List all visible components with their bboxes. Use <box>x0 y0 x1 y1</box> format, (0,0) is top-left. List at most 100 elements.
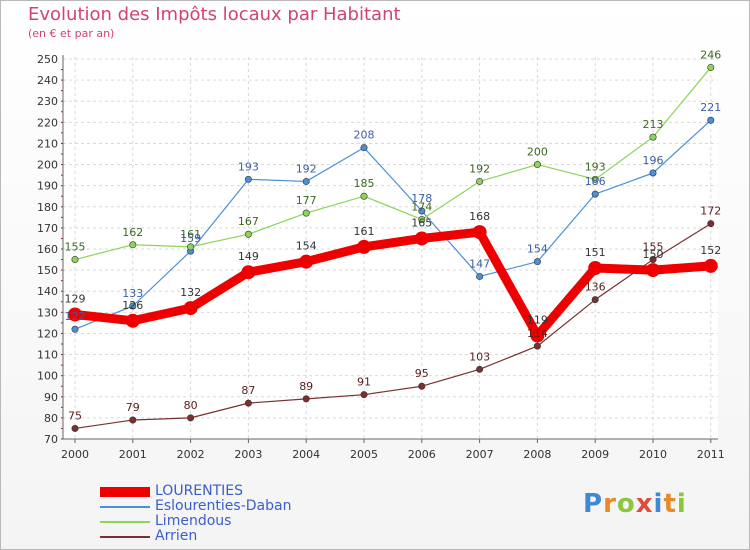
y-tick-label: 210 <box>37 137 58 150</box>
data-label-eslourenties-daban: 178 <box>411 192 432 205</box>
data-label-eslourenties-daban: 133 <box>122 287 143 300</box>
legend-swatch-lourenties <box>100 486 150 497</box>
x-tick-label: 2008 <box>523 448 551 461</box>
data-label-eslourenties-daban: 122 <box>65 310 86 323</box>
data-point-lourenties <box>646 263 660 278</box>
legend-item-lourenties: LOURENTIES <box>100 484 291 499</box>
data-label-arrien: 155 <box>643 241 664 254</box>
data-point-arrien <box>244 399 252 407</box>
data-label-eslourenties-daban: 221 <box>700 101 721 114</box>
data-label-lourenties: 168 <box>469 210 490 223</box>
data-point-arrien <box>360 391 368 399</box>
data-label-arrien: 79 <box>126 401 140 414</box>
data-label-arrien: 75 <box>68 409 82 422</box>
data-point-arrien <box>649 256 657 264</box>
data-label-lourenties: 161 <box>354 225 375 238</box>
data-point-lourenties <box>125 313 140 328</box>
x-tick-label: 2007 <box>466 448 494 461</box>
x-tick-label: 2004 <box>292 448 320 461</box>
legend-swatch-limendous <box>100 520 150 523</box>
data-point-limendous <box>360 192 368 200</box>
series-line-limendous <box>74 66 712 261</box>
data-label-limendous: 200 <box>527 146 548 159</box>
y-tick-label: 80 <box>44 412 58 425</box>
data-point-lourenties <box>183 301 198 316</box>
data-label-lourenties: 154 <box>296 240 317 253</box>
data-label-eslourenties-daban: 196 <box>643 154 664 167</box>
legend-label-arrien: Arrien <box>155 528 198 544</box>
data-point-eslourenties-daban <box>707 116 715 124</box>
data-point-lourenties <box>357 239 371 254</box>
data-label-limendous: 155 <box>65 241 86 254</box>
data-label-lourenties: 151 <box>585 246 606 259</box>
y-tick-label: 180 <box>37 201 58 214</box>
data-point-limendous <box>476 177 484 185</box>
data-point-lourenties <box>241 265 256 280</box>
data-label-eslourenties-daban: 154 <box>527 243 548 256</box>
data-label-eslourenties-daban: 193 <box>238 160 259 173</box>
data-label-arrien: 89 <box>299 380 313 393</box>
legend-swatch-arrien <box>100 535 150 538</box>
data-label-eslourenties-daban: 192 <box>296 162 317 175</box>
data-point-eslourenties-daban <box>476 272 484 280</box>
data-point-limendous <box>244 230 252 238</box>
x-tick-label: 2002 <box>177 448 205 461</box>
data-label-limendous: 193 <box>585 160 606 173</box>
data-point-limendous <box>129 241 137 249</box>
y-tick-label: 220 <box>37 116 58 129</box>
legend-label-lourenties: LOURENTIES <box>155 483 244 499</box>
y-tick-label: 240 <box>37 74 58 87</box>
data-label-lourenties: 152 <box>700 244 721 257</box>
legend-swatch-eslourenties-daban <box>100 505 150 508</box>
data-point-arrien <box>302 395 310 403</box>
data-label-limendous: 174 <box>411 200 432 213</box>
data-point-limendous <box>71 256 79 264</box>
legend-label-limendous: Limendous <box>155 513 232 529</box>
data-label-lourenties: 132 <box>180 286 201 299</box>
data-point-limendous <box>302 209 310 217</box>
data-point-arrien <box>476 365 484 373</box>
chart-subtitle: (en € et par an) <box>28 27 115 40</box>
data-label-arrien: 136 <box>585 281 606 294</box>
data-point-arrien <box>71 424 79 432</box>
y-tick-label: 140 <box>37 285 58 298</box>
data-label-lourenties: 126 <box>122 299 143 312</box>
data-label-eslourenties-daban: 208 <box>354 129 375 142</box>
data-label-eslourenties-daban: 186 <box>585 175 606 188</box>
data-label-eslourenties-daban: 159 <box>180 232 201 245</box>
proxiti-logo: Proxiti <box>583 489 687 519</box>
y-tick-label: 100 <box>37 370 58 383</box>
data-point-arrien <box>187 414 195 422</box>
data-label-arrien: 95 <box>415 367 429 380</box>
x-tick-label: 2010 <box>639 448 667 461</box>
legend-item-limendous: Limendous <box>100 514 291 529</box>
data-label-limendous: 192 <box>469 162 490 175</box>
data-label-limendous: 162 <box>122 226 143 239</box>
data-point-lourenties <box>68 307 82 322</box>
data-point-lourenties <box>530 328 545 343</box>
legend-item-eslourenties-daban: Eslourenties-Daban <box>100 499 291 514</box>
data-point-arrien <box>129 416 137 424</box>
data-point-eslourenties-daban <box>533 258 541 266</box>
data-point-eslourenties-daban <box>244 175 252 183</box>
y-tick-label: 120 <box>37 327 58 340</box>
data-point-limendous <box>649 133 657 141</box>
data-point-limendous <box>187 243 195 251</box>
y-tick-label: 170 <box>37 222 58 235</box>
data-label-limendous: 161 <box>180 228 201 241</box>
y-tick-label: 230 <box>37 95 58 108</box>
data-label-arrien: 87 <box>241 384 255 397</box>
data-label-lourenties: 119 <box>527 314 548 327</box>
data-label-limendous: 185 <box>354 177 375 190</box>
series-line-arrien <box>74 223 712 430</box>
data-point-limendous <box>591 175 599 183</box>
data-point-arrien <box>707 220 715 228</box>
data-label-arrien: 172 <box>700 205 721 218</box>
y-tick-label: 200 <box>37 159 58 172</box>
legend: LOURENTIES Eslourenties-Daban Limendous … <box>100 484 291 544</box>
y-tick-label: 90 <box>44 391 58 404</box>
data-point-arrien <box>591 296 599 304</box>
x-tick-label: 2005 <box>350 448 378 461</box>
data-label-arrien: 91 <box>357 376 371 389</box>
chart-title: Evolution des Impôts locaux par Habitant <box>28 4 401 25</box>
